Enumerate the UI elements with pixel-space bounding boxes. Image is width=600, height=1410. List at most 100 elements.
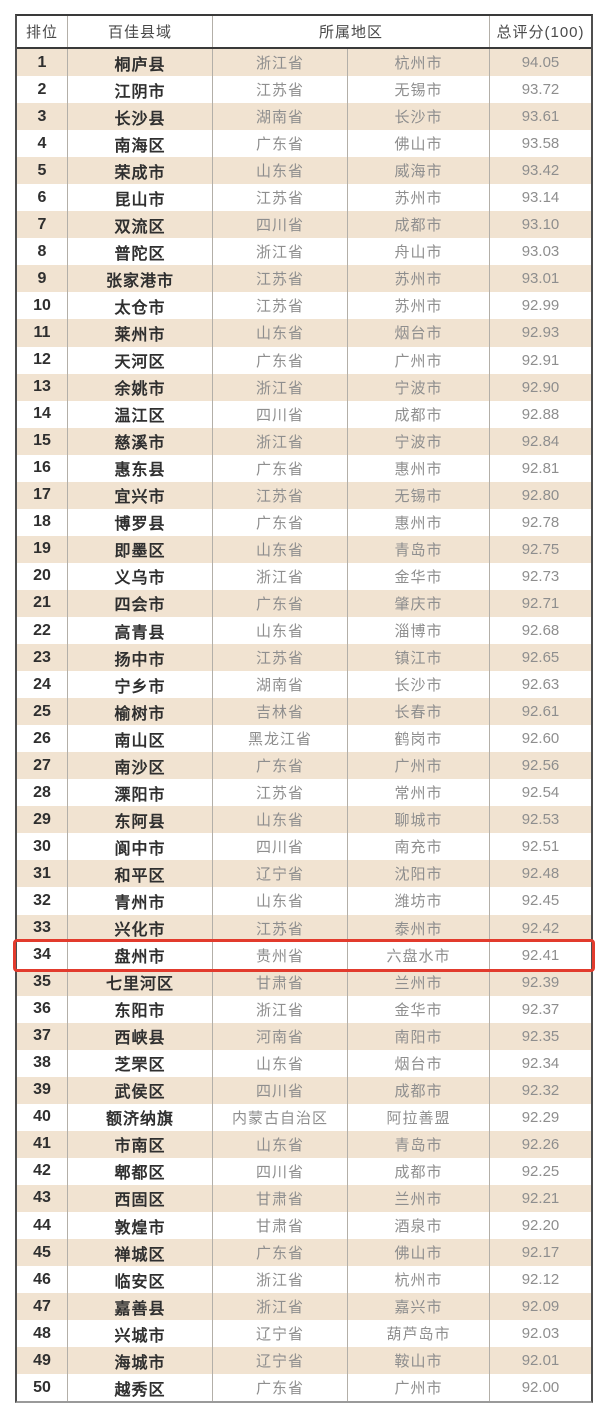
rank-cell: 18 [17,508,68,536]
city-cell: 威海市 [348,157,490,185]
city-cell: 长沙市 [348,671,490,699]
score-cell: 92.84 [521,432,560,450]
city-cell: 鹤岗市 [348,725,490,753]
score-cell: 94.05 [521,54,560,72]
rank-cell: 28 [17,779,68,807]
rank-cell: 31 [17,860,68,888]
score-cell: 92.03 [521,1325,560,1343]
county-cell: 溧阳市 [68,779,213,807]
rank-cell: 19 [17,535,68,563]
rank-cell: 15 [17,427,68,455]
table-row: 38 芝罘区 山东省 烟台市 92.34 [17,1049,591,1077]
score-cell: 92.37 [521,1000,560,1018]
header-score: 总评分(100) [496,24,585,41]
table-row: 48 兴城市 辽宁省 葫芦岛市 92.03 [17,1320,591,1348]
province-cell: 广东省 [213,1239,348,1267]
rank-cell: 9 [17,265,68,293]
score-cell: 93.10 [521,216,560,234]
province-cell: 甘肃省 [213,1184,348,1213]
rank-cell: 4 [17,130,68,158]
county-cell: 南山区 [68,725,213,753]
city-cell: 广州市 [348,1374,490,1402]
province-cell: 四川省 [213,833,348,861]
table-row: 3 长沙县 湖南省 长沙市 93.61 [17,103,591,131]
province-cell: 广东省 [213,752,348,780]
city-cell: 无锡市 [348,76,490,104]
county-cell: 盘州市 [68,941,213,969]
rank-cell: 42 [17,1157,68,1185]
score-cell: 93.42 [521,162,560,180]
province-cell: 广东省 [213,1374,348,1402]
city-cell: 佛山市 [348,130,490,158]
rank-cell: 14 [17,400,68,428]
province-cell: 河南省 [213,1022,348,1050]
table-row: 43 西固区 甘肃省 兰州市 92.21 [17,1184,591,1213]
county-cell: 江阴市 [68,76,213,104]
city-cell: 杭州市 [348,1266,490,1294]
table-row: 18 博罗县 广东省 惠州市 92.78 [17,508,591,536]
province-cell: 广东省 [213,130,348,158]
rank-cell: 16 [17,454,68,482]
score-cell: 92.00 [521,1379,560,1397]
rank-cell: 36 [17,995,68,1023]
score-cell: 92.42 [521,919,560,937]
rank-cell: 38 [17,1049,68,1077]
city-cell: 舟山市 [348,238,490,266]
score-cell: 92.53 [521,811,560,829]
province-cell: 浙江省 [213,49,348,77]
county-cell: 莱州市 [68,319,213,347]
city-cell: 葫芦岛市 [348,1320,490,1348]
county-cell: 兴城市 [68,1320,213,1348]
table-row: 31 和平区 辽宁省 沈阳市 92.48 [17,860,591,888]
score-cell: 93.61 [521,108,560,126]
city-cell: 鞍山市 [348,1347,490,1375]
city-cell: 宁波市 [348,373,490,401]
county-cell: 扬中市 [68,644,213,672]
table-row: 14 温江区 四川省 成都市 92.88 [17,400,591,428]
county-cell: 昆山市 [68,184,213,212]
city-cell: 惠州市 [348,508,490,536]
county-cell: 南海区 [68,130,213,158]
city-cell: 青岛市 [348,1130,490,1158]
table-row: 39 武侯区 四川省 成都市 92.32 [17,1076,591,1104]
city-cell: 长春市 [348,698,490,726]
county-cell: 敦煌市 [68,1212,213,1240]
score-cell: 92.26 [521,1135,560,1153]
table-row: 29 东阿县 山东省 聊城市 92.53 [17,806,591,834]
province-cell: 山东省 [213,535,348,563]
city-cell: 烟台市 [348,1049,490,1077]
province-cell: 浙江省 [213,238,348,266]
table-row: 42 郫都区 四川省 成都市 92.25 [17,1157,591,1185]
city-cell: 青岛市 [348,535,490,563]
table-row: 10 太仓市 江苏省 苏州市 92.99 [17,292,591,320]
province-cell: 山东省 [213,319,348,347]
rank-cell: 41 [17,1130,68,1158]
rank-cell: 22 [17,616,68,645]
table-row: 32 青州市 山东省 潍坊市 92.45 [17,887,591,915]
city-cell: 肇庆市 [348,589,490,617]
rank-cell: 13 [17,373,68,401]
city-cell: 金华市 [348,995,490,1023]
city-cell: 惠州市 [348,454,490,482]
county-cell: 张家港市 [68,265,213,293]
score-cell: 92.21 [521,1189,560,1207]
city-cell: 南阳市 [348,1022,490,1050]
table-row: 35 七里河区 甘肃省 兰州市 92.39 [17,968,591,996]
rank-cell: 29 [17,806,68,834]
county-cell: 荣成市 [68,157,213,185]
city-cell: 烟台市 [348,319,490,347]
table-row: 7 双流区 四川省 成都市 93.10 [17,211,591,239]
score-cell: 92.90 [521,378,560,396]
province-cell: 广东省 [213,508,348,536]
province-cell: 辽宁省 [213,1320,348,1348]
county-cell: 桐庐县 [68,49,213,77]
city-cell: 苏州市 [348,265,490,293]
table-row: 5 荣成市 山东省 威海市 93.42 [17,157,591,185]
rank-cell: 30 [17,833,68,861]
province-cell: 江苏省 [213,644,348,672]
city-cell: 聊城市 [348,806,490,834]
score-cell: 92.80 [521,486,560,504]
province-cell: 四川省 [213,1157,348,1185]
table-row: 25 榆树市 吉林省 长春市 92.61 [17,698,591,726]
city-cell: 泰州市 [348,914,490,942]
